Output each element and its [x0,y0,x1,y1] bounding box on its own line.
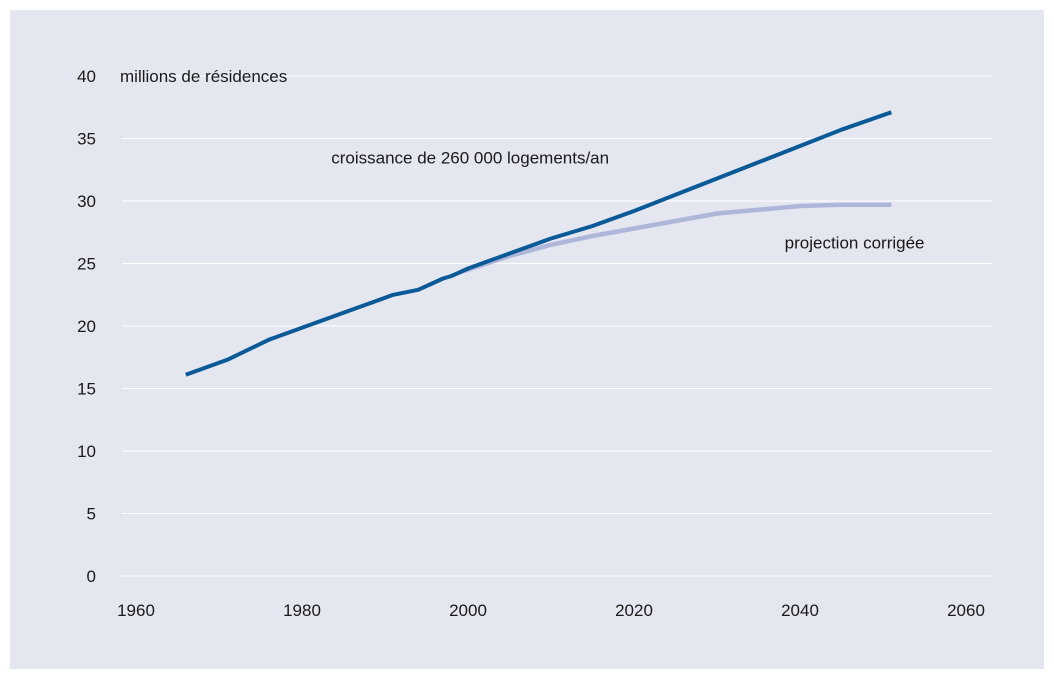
annotation-0: croissance de 260 000 logements/an [331,148,609,167]
annotation-1: projection corrigée [785,233,925,252]
x-tick-1960: 1960 [117,601,155,620]
annotations: croissance de 260 000 logements/an projec… [331,148,924,252]
series-line-corrected [459,202,892,275]
y-tick-25: 25 [77,255,96,274]
y-tick-15: 15 [77,380,96,399]
y-tick-20: 20 [77,317,96,336]
y-axis-label: millions de résidences [120,67,287,86]
series-lines [185,110,892,377]
y-axis-ticks: 0 5 10 15 20 25 30 35 40 [77,67,96,586]
gridlines [122,75,992,577]
x-axis-ticks: 1960 1980 2000 2020 2040 2060 [117,601,985,620]
series-line-growth [185,110,892,377]
x-tick-1980: 1980 [283,601,321,620]
x-tick-2060: 2060 [947,601,985,620]
y-tick-0: 0 [87,567,96,586]
y-tick-30: 30 [77,192,96,211]
x-tick-2020: 2020 [615,601,653,620]
x-tick-2040: 2040 [781,601,819,620]
y-tick-10: 10 [77,442,96,461]
y-tick-5: 5 [87,505,96,524]
y-tick-35: 35 [77,130,96,149]
y-tick-40: 40 [77,67,96,86]
x-tick-2000: 2000 [449,601,487,620]
